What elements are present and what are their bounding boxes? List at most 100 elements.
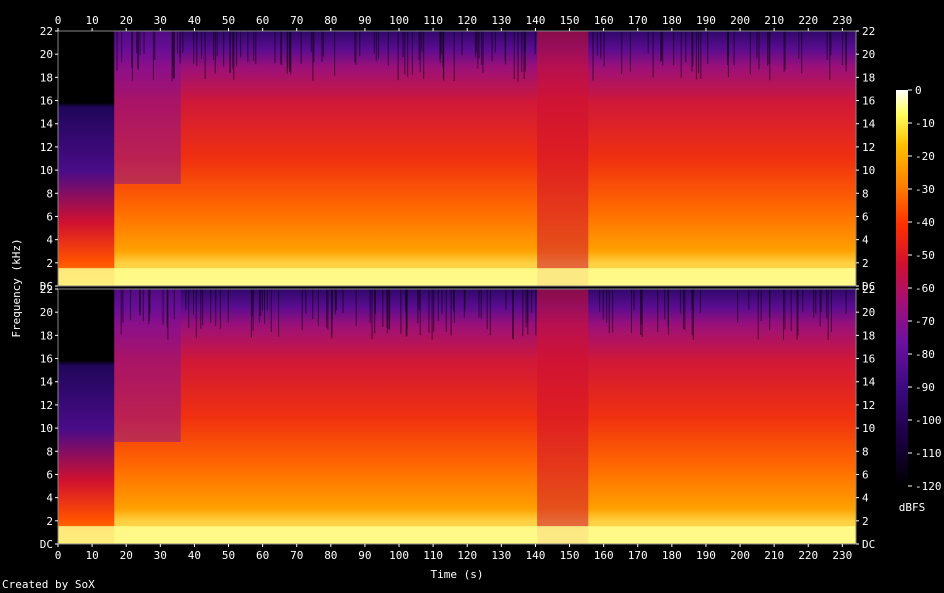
x-tick-label: 10 xyxy=(85,549,98,562)
y-tick-label: 8 xyxy=(862,445,869,458)
y-tick-label: 18 xyxy=(40,329,53,342)
y-tick-label: DC xyxy=(40,538,53,551)
spectral-streak xyxy=(477,31,479,69)
spectral-streak xyxy=(700,31,702,79)
spectral-streak xyxy=(445,289,447,332)
spectral-streak xyxy=(494,31,496,53)
spectral-streak xyxy=(290,31,292,75)
x-tick-label: 180 xyxy=(662,14,682,27)
spectral-streak xyxy=(355,289,357,326)
spectral-streak xyxy=(531,289,533,313)
colorbar-tick-label: -120 xyxy=(915,480,942,493)
spectral-streak xyxy=(120,289,122,335)
spectral-streak xyxy=(116,31,118,71)
x-tick-label: 80 xyxy=(324,549,337,562)
spectral-streak xyxy=(845,289,847,314)
spectral-streak xyxy=(152,31,154,81)
spectral-streak xyxy=(397,31,399,81)
spectral-streak xyxy=(404,31,406,75)
y-tick-label: 18 xyxy=(862,329,875,342)
colorbar-label: dBFS xyxy=(899,501,926,514)
spectral-streak xyxy=(534,31,536,54)
spectral-streak xyxy=(215,289,217,326)
spectral-streak xyxy=(405,289,407,337)
y-tick-label: 8 xyxy=(46,445,53,458)
spectral-streak xyxy=(264,289,265,324)
x-tick-label: 190 xyxy=(696,14,716,27)
spectral-streak xyxy=(342,289,344,314)
y-tick-label: 8 xyxy=(862,187,869,200)
y-tick-label: 6 xyxy=(862,468,869,481)
spectral-streak xyxy=(255,31,257,65)
spectral-streak xyxy=(760,289,762,321)
spectral-streak xyxy=(213,31,215,60)
spectral-streak xyxy=(301,289,303,331)
x-tick-label: 120 xyxy=(457,14,477,27)
spectral-streak xyxy=(683,289,684,330)
spectral-streak xyxy=(521,31,523,72)
spectral-streak xyxy=(606,289,608,323)
spectral-streak xyxy=(233,31,235,80)
spectral-streak xyxy=(219,289,221,329)
y-tick-label: DC xyxy=(862,538,875,551)
spectral-streak xyxy=(210,289,212,323)
spectral-streak xyxy=(431,289,433,340)
y-tick-label: 6 xyxy=(46,468,53,481)
spectral-streak xyxy=(137,31,139,68)
y-tick-label: 12 xyxy=(862,399,875,412)
x-tick-label: 30 xyxy=(154,14,167,27)
spectral-streak xyxy=(321,31,323,62)
spectral-streak xyxy=(171,31,173,82)
spectral-streak xyxy=(796,289,798,340)
spectral-streak xyxy=(402,31,404,57)
spectral-streak xyxy=(388,289,390,330)
y-axis-label: Frequency (kHz) xyxy=(10,238,23,337)
x-tick-label: 60 xyxy=(256,14,269,27)
spectral-streak xyxy=(310,31,312,53)
spectral-streak xyxy=(204,31,206,79)
x-tick-label: 0 xyxy=(55,14,62,27)
y-tick-label: 12 xyxy=(40,141,53,154)
spectral-streak xyxy=(535,289,537,336)
y-tick-label: 16 xyxy=(40,95,53,108)
spectral-streak xyxy=(660,31,662,62)
x-tick-label: 0 xyxy=(55,549,62,562)
y-tick-label: 20 xyxy=(862,306,875,319)
y-tick-label: 2 xyxy=(862,515,869,528)
spectral-streak xyxy=(517,31,519,82)
x-tick-label: 90 xyxy=(358,14,371,27)
x-tick-label: 160 xyxy=(594,14,614,27)
spectral-streak xyxy=(790,289,792,332)
colorbar-tick-label: -90 xyxy=(915,381,935,394)
spectrogram-field xyxy=(58,289,856,544)
spectral-streak xyxy=(266,289,268,311)
spectral-streak xyxy=(334,31,336,76)
x-tick-label: 110 xyxy=(423,14,443,27)
spectrogram-panels xyxy=(57,30,857,545)
y-tick-label: 22 xyxy=(40,25,53,38)
spectral-streak xyxy=(685,31,687,63)
x-tick-label: 200 xyxy=(730,549,750,562)
spectral-streak xyxy=(382,289,384,327)
colorbar-tick-label: -60 xyxy=(915,282,935,295)
spectral-streak xyxy=(229,31,231,73)
spectral-streak xyxy=(826,31,828,60)
channel-panel-1 xyxy=(57,30,857,287)
spectral-streak xyxy=(813,289,815,318)
y-tick-label: 10 xyxy=(40,422,53,435)
x-tick-label: 230 xyxy=(832,549,852,562)
spectral-streak xyxy=(374,289,376,315)
quiet-intro-region xyxy=(58,289,115,544)
y-tick-label: 14 xyxy=(862,376,876,389)
spectral-streak xyxy=(707,31,709,64)
spectral-streak xyxy=(387,31,389,66)
y-tick-label: 20 xyxy=(862,48,875,61)
panel-border xyxy=(57,288,857,545)
low-frequency-band xyxy=(58,268,856,286)
low-frequency-band xyxy=(58,526,856,544)
y-tick-label: 16 xyxy=(862,95,875,108)
quiet-break-region xyxy=(537,289,589,544)
spectral-streak xyxy=(247,31,249,62)
y-tick-label: 18 xyxy=(862,71,875,84)
spectral-streak xyxy=(464,289,466,310)
